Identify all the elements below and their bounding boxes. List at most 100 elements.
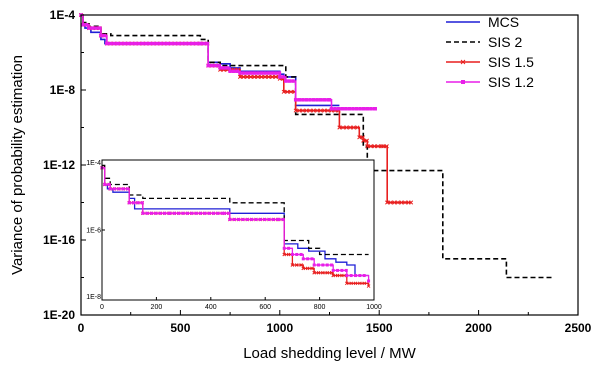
inset-marker-square <box>154 211 158 215</box>
inset-marker-x <box>331 273 336 278</box>
inset-marker-square <box>345 274 349 278</box>
inset-marker-square <box>237 217 241 221</box>
inset-y-tick-label: 1E-4 <box>86 160 101 167</box>
main-marker-x <box>375 144 381 149</box>
inset-marker-square <box>190 211 194 215</box>
main-marker-square <box>84 23 89 27</box>
inset-marker-square <box>317 263 321 267</box>
main-marker-square <box>169 41 174 46</box>
main-marker-x <box>365 144 370 149</box>
x-tick-label: 1000 <box>266 321 293 335</box>
inset-marker-square <box>299 252 303 256</box>
main-marker-square <box>162 41 166 46</box>
inset-plot-area: 0 200 400 600 800 1000 1E-8 1E-6 1E-4 <box>86 159 382 311</box>
main-marker-x <box>340 125 346 130</box>
main-marker-square <box>256 71 260 75</box>
main-marker-x <box>388 200 393 205</box>
main-marker-square <box>327 98 332 102</box>
legend-label: MCS <box>488 14 519 30</box>
main-marker-square <box>358 107 362 111</box>
main-marker-x <box>307 108 313 113</box>
main-marker-square <box>259 71 264 75</box>
main-marker-square <box>319 98 323 102</box>
main-marker-square <box>108 41 113 46</box>
inset-marker-square <box>281 217 285 221</box>
inset-marker-square <box>290 252 294 256</box>
main-marker-square <box>301 98 305 102</box>
legend-label: SIS 1.5 <box>488 54 534 70</box>
main-marker-square <box>213 63 218 68</box>
inset-x-tick-label: 600 <box>259 304 271 311</box>
inset-series-line-sis-2 <box>102 164 369 256</box>
inset-marker-x <box>362 281 367 286</box>
y-tick-label: 1E-20 <box>43 308 75 322</box>
main-marker-square <box>202 41 206 46</box>
main-marker-square <box>373 107 377 111</box>
inset-marker-square <box>136 201 140 205</box>
inset-marker-square <box>117 187 121 191</box>
inset-marker-square <box>258 217 262 221</box>
inset-x-tick-label: 0 <box>100 304 104 311</box>
x-tick-label: 2500 <box>565 321 592 335</box>
main-marker-square <box>180 41 184 46</box>
inset-marker-square <box>228 217 232 221</box>
legend-label: SIS 2 <box>488 34 522 50</box>
inset-marker-square <box>282 246 286 250</box>
main-marker-x <box>288 89 294 94</box>
main-marker-x <box>368 144 373 149</box>
main-marker-x <box>237 74 243 79</box>
inset-marker-square <box>220 211 224 215</box>
inset-marker-square <box>321 263 325 267</box>
inset-marker-square <box>198 211 202 215</box>
inset-marker-square <box>301 257 305 261</box>
main-marker-x <box>395 200 400 205</box>
inset-marker-square <box>362 274 366 278</box>
main-marker-square <box>140 41 145 46</box>
inset-marker-square <box>141 211 145 215</box>
inset-marker-square <box>126 187 130 191</box>
inset-marker-square <box>150 211 154 215</box>
main-marker-square <box>115 41 120 46</box>
inset-marker-square <box>140 201 144 205</box>
inset-marker-square <box>349 274 353 278</box>
x-tick-label: 500 <box>170 321 190 335</box>
inset-marker-square <box>232 217 236 221</box>
inset-marker-square <box>295 252 299 256</box>
main-marker-square <box>155 41 159 46</box>
main-marker-x <box>315 108 320 113</box>
main-marker-x <box>252 74 257 79</box>
main-marker-x <box>348 125 353 130</box>
inset-marker-x <box>321 270 325 275</box>
inset-marker-square <box>127 201 131 205</box>
main-marker-square <box>122 41 127 46</box>
inset-marker-x <box>349 281 354 286</box>
main-marker-square <box>112 41 116 46</box>
main-marker-square <box>291 79 295 83</box>
inset-marker-square <box>227 211 231 215</box>
inset-marker-x <box>301 266 306 271</box>
inset-marker-square <box>367 279 371 283</box>
inset-marker-square <box>287 246 291 250</box>
main-marker-square <box>293 98 298 102</box>
main-marker-x <box>245 74 250 79</box>
main-marker-square <box>333 107 337 111</box>
main-marker-x <box>255 74 261 79</box>
main-plot-area: 0 500 1000 1500 2000 25001E-201E-161E-121E-81… <box>9 8 592 362</box>
inset-marker-square <box>216 211 220 215</box>
main-marker-square <box>194 41 199 46</box>
inset-x-tick-label: 400 <box>205 304 217 311</box>
main-marker-x <box>273 74 278 79</box>
inset-marker-x <box>353 281 358 286</box>
main-marker-square <box>225 66 230 70</box>
main-marker-square <box>99 33 103 38</box>
main-marker-square <box>238 71 242 75</box>
main-marker-square <box>297 98 302 102</box>
main-marker-x <box>392 200 397 205</box>
main-marker-x <box>318 108 323 113</box>
main-marker-square <box>311 98 316 102</box>
main-marker-square <box>252 71 257 75</box>
main-marker-square <box>173 41 177 46</box>
inset-x-tick-label: 200 <box>151 304 163 311</box>
legend: MCS SIS 2 SIS 1.5 SIS 1.2 <box>446 14 534 90</box>
inset-marker-square <box>132 201 136 205</box>
